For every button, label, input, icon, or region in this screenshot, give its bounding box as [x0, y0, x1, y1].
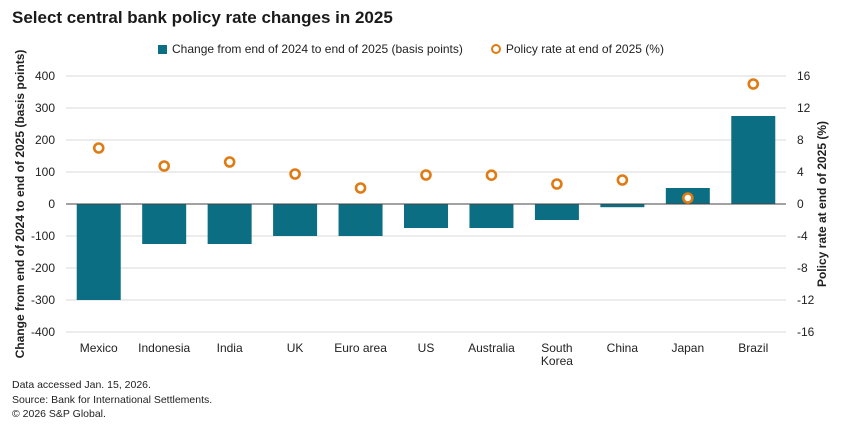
footer-source: Source: Bank for International Settlemen… [12, 393, 213, 406]
rate-point-uk [289, 168, 301, 180]
rate-point-indonesia [158, 160, 170, 172]
x-tick-label: India [217, 341, 243, 355]
y-tick-right: 16 [797, 69, 811, 83]
rate-point-mexico [92, 142, 105, 154]
y-tick-right: -4 [797, 229, 808, 243]
footer-copyright: © 2026 S&P Global. [12, 408, 106, 420]
bar-euro-area [338, 204, 383, 236]
bar-brazil [731, 116, 776, 204]
y-tick-right: -8 [797, 261, 808, 275]
y-tick-left: 400 [35, 69, 55, 83]
bar-china [600, 204, 645, 208]
y-tick-right: 8 [797, 133, 804, 147]
bar-australia [469, 204, 514, 228]
y-tick-right: 4 [797, 165, 804, 179]
y-tick-left: -400 [31, 325, 55, 339]
y-tick-left: -100 [31, 229, 55, 243]
right-axis-ticks: 16 12 8 4 0 -4 -8 -12 -16 [797, 69, 815, 339]
legend-item-rate: Policy rate at end of 2025 (%) [490, 42, 664, 56]
rate-point-us [420, 169, 432, 181]
y-axis-label-right: Policy rate at end of 2025 (%) [815, 121, 829, 287]
rate-point-india [223, 156, 236, 168]
x-tick-label: South [541, 341, 572, 355]
rate-point-japan [682, 192, 694, 204]
chart-title: Select central bank policy rate changes … [12, 8, 393, 27]
left-axis-ticks: 400 300 200 100 0 -100 -200 -300 -400 [31, 69, 55, 339]
y-tick-right: 0 [797, 197, 804, 211]
bar-us [404, 204, 448, 228]
legend-label-change: Change from end of 2024 to end of 2025 (… [172, 42, 463, 56]
rate-point-euro-area [354, 182, 367, 194]
y-tick-left: 0 [48, 197, 55, 211]
y-axis-label-left: Change from end of 2024 to end of 2025 (… [13, 50, 27, 359]
y-tick-right: -16 [797, 325, 815, 339]
x-axis-labels: Mexico Indonesia India UK Euro area US Austral… [80, 341, 769, 368]
rate-point-brazil [747, 78, 760, 90]
y-tick-left: 200 [35, 133, 55, 147]
x-tick-label: UK [287, 341, 304, 355]
rate-points [92, 78, 760, 204]
x-tick-label: Mexico [80, 341, 118, 355]
y-tick-left: -300 [31, 293, 55, 307]
y-tick-right: -12 [797, 293, 815, 307]
rate-point-china [616, 174, 629, 186]
x-tick-label: Brazil [738, 341, 768, 355]
x-tick-label: Japan [671, 341, 704, 355]
bar-uk [273, 204, 318, 236]
x-tick-label: Euro area [334, 341, 387, 355]
bar-mexico [76, 204, 121, 300]
bar-india [207, 204, 252, 244]
footer: Data accessed Jan. 15, 2026. Source: Ban… [12, 378, 212, 422]
x-tick-label: China [607, 341, 639, 355]
footer-date: Data accessed Jan. 15, 2026. [12, 379, 151, 391]
y-tick-left: -200 [31, 261, 55, 275]
y-tick-left: 300 [35, 101, 55, 115]
y-tick-right: 12 [797, 101, 811, 115]
legend-bar-swatch [158, 44, 167, 54]
x-tick-label: Australia [468, 341, 515, 355]
chart-legend: Change from end of 2024 to end of 2025 (… [158, 42, 664, 56]
x-tick-label: Indonesia [138, 341, 190, 355]
x-tick-label: US [418, 341, 435, 355]
rate-point-australia [485, 169, 498, 181]
bar-south-korea [534, 204, 579, 220]
legend-label-rate: Policy rate at end of 2025 (%) [505, 42, 664, 56]
y-tick-left: 100 [35, 165, 55, 179]
bars [76, 116, 776, 300]
bar-indonesia [142, 204, 187, 244]
rate-point-south-korea [551, 178, 563, 190]
legend-item-change: Change from end of 2024 to end of 2025 (… [158, 42, 463, 56]
legend-circle-swatch [490, 44, 501, 54]
x-tick-label: Korea [541, 354, 573, 368]
